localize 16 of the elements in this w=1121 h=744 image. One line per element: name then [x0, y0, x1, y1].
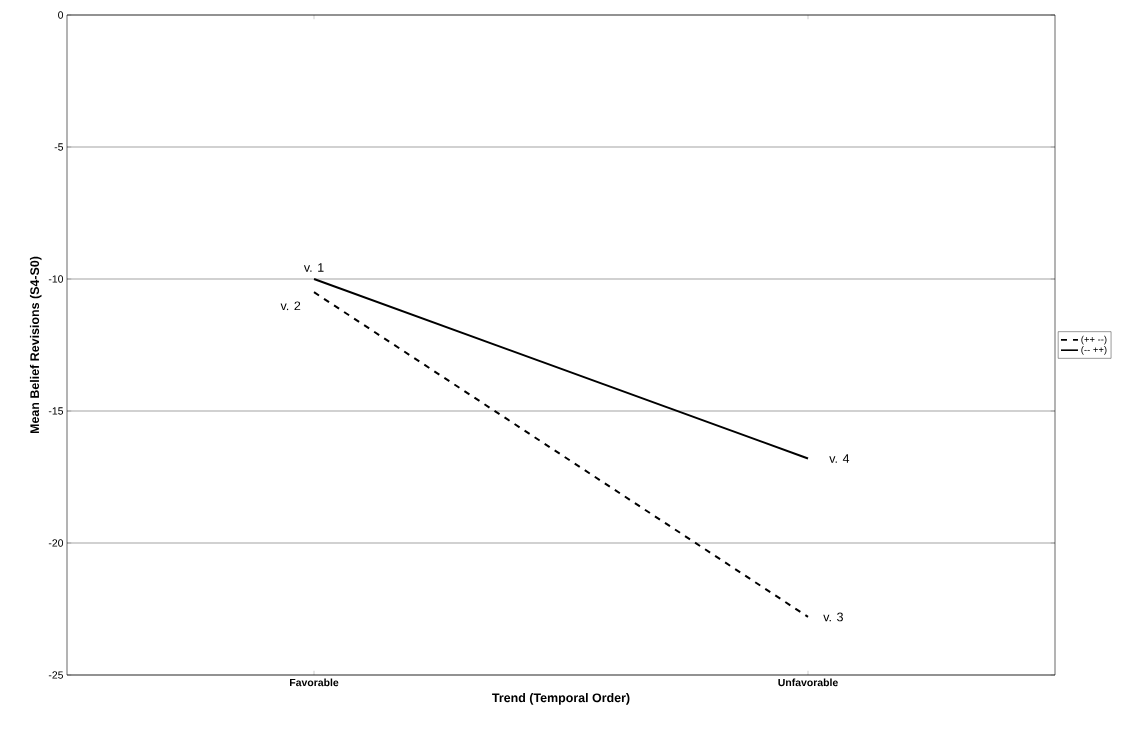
annotation: v. 2 [280, 301, 301, 311]
annotation: v. 1 [303, 263, 324, 272]
x-tick-label: Unfavorable [778, 678, 838, 687]
x-tick-label: Favorable [290, 678, 339, 687]
annotation: v. 3 [823, 612, 843, 622]
y-tick-label: -15 [48, 407, 64, 415]
x-axis-title: Trend (Temporal Order) [492, 693, 630, 705]
y-axis-title: Mean Belief Revisions (S4-S0) [29, 256, 42, 434]
legend-label: (-- ++) [1081, 345, 1107, 355]
legend-label: (++ --) [1081, 335, 1107, 345]
annotation: v. 4 [829, 454, 850, 463]
y-tick-label: -20 [48, 539, 64, 547]
y-tick-label: -10 [48, 275, 64, 283]
y-tick-label: 0 [58, 11, 64, 19]
y-tick-label: -25 [48, 671, 64, 679]
y-tick-label: -5 [54, 143, 64, 151]
